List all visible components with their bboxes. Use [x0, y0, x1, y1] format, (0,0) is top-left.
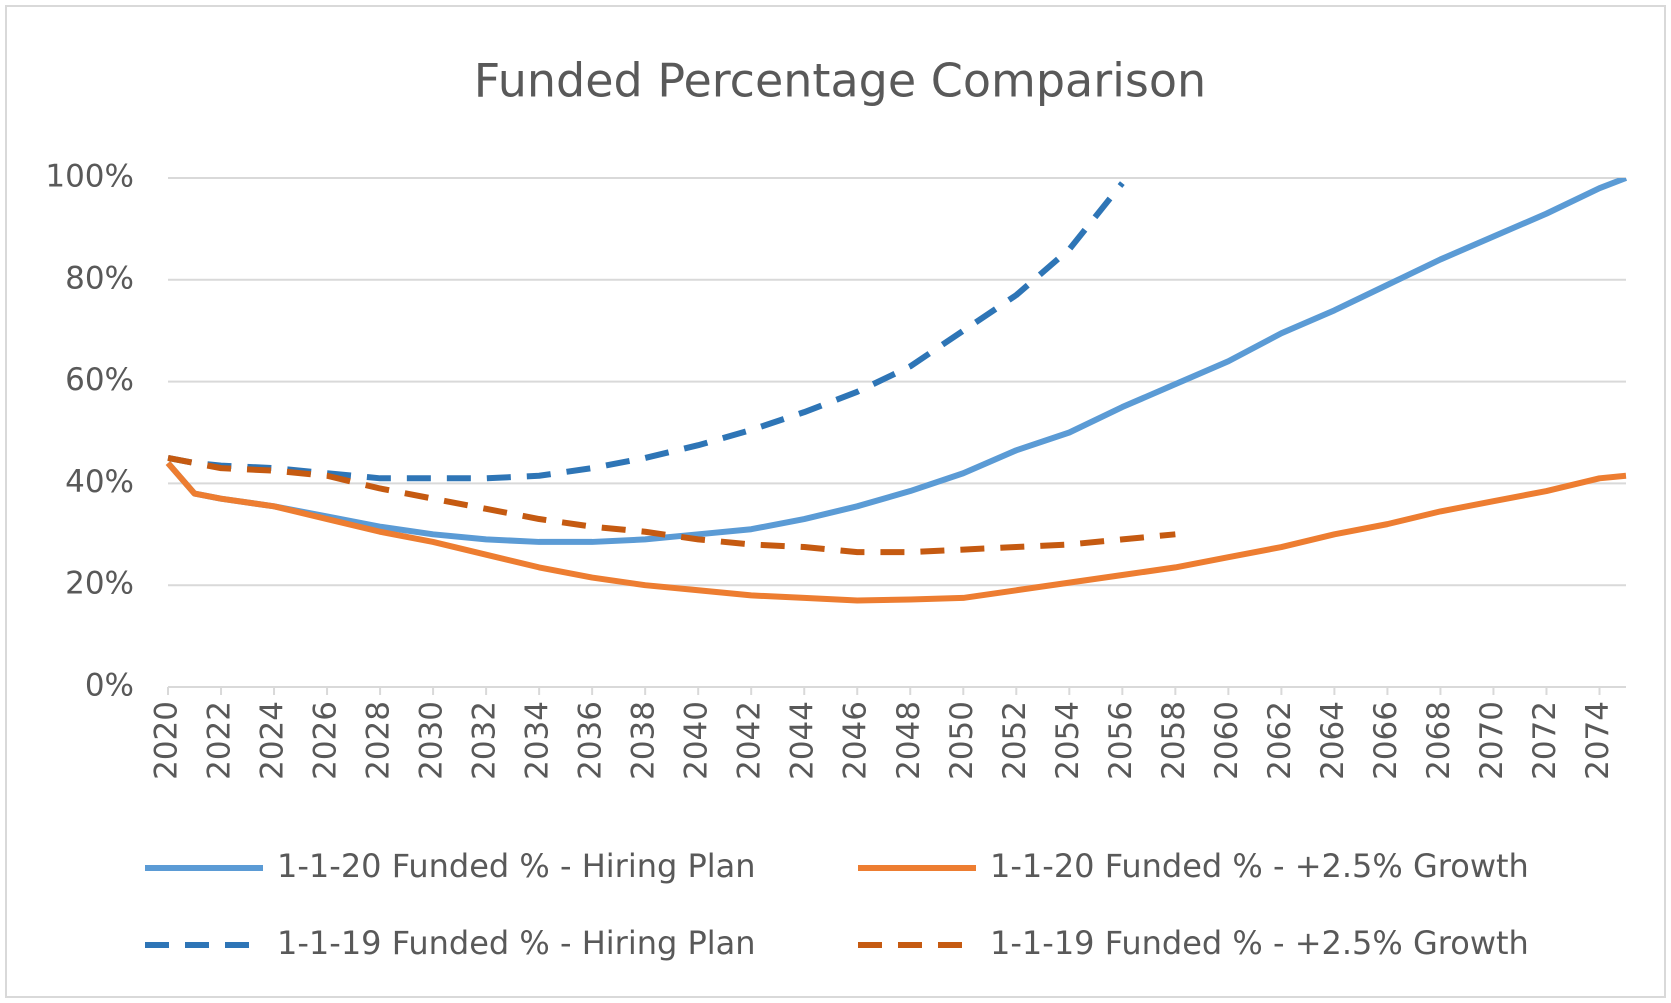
legend-label: 1-1-19 Funded % - +2.5% Growth [990, 924, 1529, 962]
legend-label: 1-1-19 Funded % - Hiring Plan [277, 924, 756, 962]
y-tick-label: 60% [65, 362, 134, 398]
series-line [165, 461, 1627, 604]
y-tick-label: 0% [85, 668, 134, 704]
chart-title: Funded Percentage Comparison [474, 54, 1206, 108]
chart-border [5, 5, 1666, 998]
x-tick-label: 2070 [1474, 701, 1510, 780]
x-tick-label: 2048 [891, 701, 927, 780]
x-tick-label: 2050 [944, 701, 980, 780]
y-tick-label: 80% [65, 260, 134, 296]
x-tick-label: 2030 [414, 701, 450, 780]
x-tick-label: 2040 [679, 701, 715, 780]
series-line [167, 181, 1125, 482]
x-tick-label: 2068 [1421, 701, 1457, 780]
x-tick-label: 2020 [149, 701, 185, 780]
y-tick-label: 40% [65, 464, 134, 500]
x-tick-label: 2052 [997, 701, 1033, 780]
x-tick-label: 2056 [1103, 701, 1139, 780]
x-tick-label: 2058 [1156, 701, 1192, 780]
x-tick-label: 2044 [785, 701, 821, 780]
x-tick-label: 2062 [1262, 701, 1298, 780]
x-tick-label: 2026 [308, 701, 344, 780]
x-tick-label: 2042 [732, 701, 768, 780]
x-tick-label: 2036 [573, 701, 609, 780]
series-line [165, 178, 1628, 545]
x-tick-label: 2022 [202, 701, 238, 780]
x-tick-label: 2024 [255, 701, 291, 780]
x-tick-label: 2034 [520, 701, 556, 780]
x-tick-label: 2074 [1580, 701, 1616, 780]
x-tick-label: 2064 [1315, 701, 1351, 780]
legend-label: 1-1-20 Funded % - Hiring Plan [277, 847, 756, 885]
x-tick-label: 2066 [1368, 701, 1404, 780]
series-line [167, 455, 1176, 556]
x-tick-label: 2046 [838, 701, 874, 780]
y-tick-label: 100% [45, 159, 134, 195]
x-tick-label: 2072 [1527, 701, 1563, 780]
y-tick-label: 20% [65, 566, 134, 602]
x-tick-label: 2032 [467, 701, 503, 780]
x-tick-label: 2038 [626, 701, 662, 780]
legend-label: 1-1-20 Funded % - +2.5% Growth [990, 847, 1529, 885]
x-tick-label: 2028 [361, 701, 397, 780]
x-tick-label: 2054 [1050, 701, 1086, 780]
x-tick-label: 2060 [1209, 701, 1245, 780]
